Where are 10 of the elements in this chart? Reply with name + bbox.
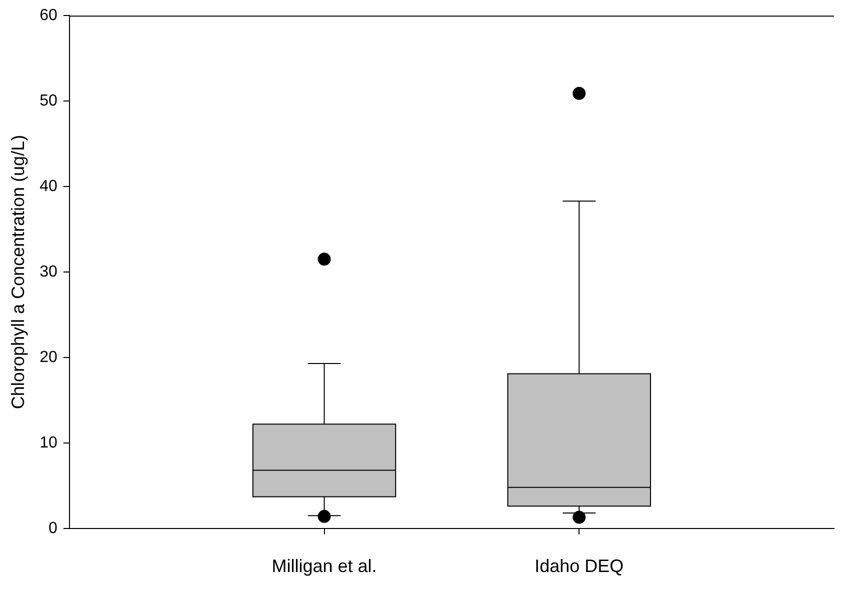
- y-axis-title: Chlorophyll a Concentration (ug/L): [8, 134, 28, 410]
- y-tick-label: 20: [40, 348, 58, 366]
- x-tick-label: Milligan et al.: [272, 556, 377, 576]
- y-tick-label: 60: [40, 7, 58, 24]
- y-tick-label: 40: [40, 178, 58, 195]
- y-tick-label: 10: [40, 434, 58, 452]
- y-tick-label: 50: [40, 92, 58, 110]
- x-tick-label: Idaho DEQ: [534, 556, 624, 576]
- y-tick-label: 30: [40, 263, 58, 280]
- y-tick-label: 0: [48, 520, 58, 537]
